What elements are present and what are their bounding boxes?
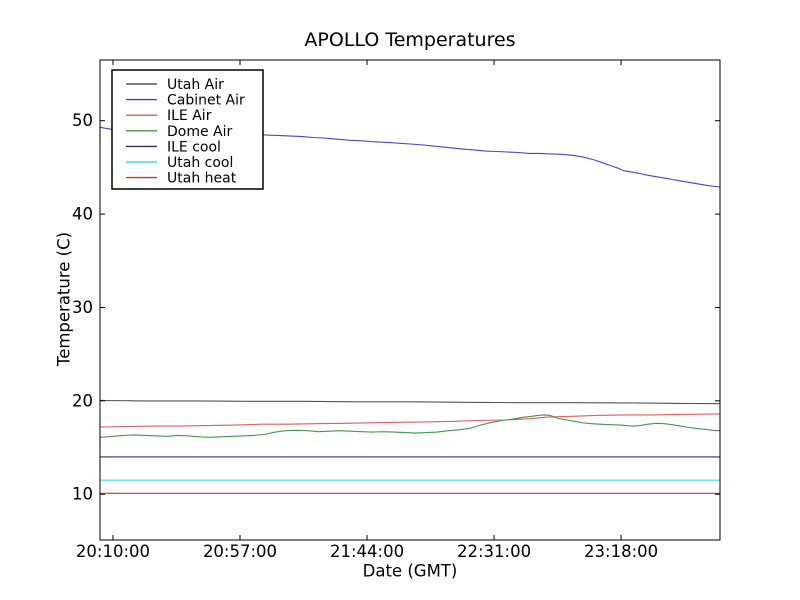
x-tick-label: 22:31:00 bbox=[457, 542, 531, 561]
series-line-dome-air bbox=[100, 414, 720, 438]
chart-title: APOLLO Temperatures bbox=[304, 29, 516, 51]
series-line-ile-air bbox=[100, 413, 720, 428]
legend-label-utah-cool: Utah cool bbox=[167, 155, 233, 171]
legend-label-utah-heat: Utah heat bbox=[167, 171, 237, 187]
plot-border bbox=[99, 59, 721, 541]
y-tick-label: 10 bbox=[72, 485, 93, 504]
x-tick-label: 21:44:00 bbox=[330, 542, 404, 561]
x-tick-label: 23:18:00 bbox=[584, 542, 658, 561]
series-line-utah-air bbox=[100, 399, 720, 405]
y-tick-label: 20 bbox=[72, 391, 93, 410]
legend-label-dome-air: Dome Air bbox=[167, 124, 233, 140]
legend-box bbox=[111, 69, 264, 190]
x-axis-label: Date (GMT) bbox=[362, 561, 458, 581]
legend-label-ile-cool: ILE cool bbox=[167, 139, 221, 155]
y-axis-label: Temperature (C) bbox=[54, 231, 74, 367]
y-tick-label: 50 bbox=[72, 111, 93, 130]
x-tick-label: 20:10:00 bbox=[76, 542, 150, 561]
legend-label-utah-air: Utah Air bbox=[167, 77, 224, 93]
legend-label-ile-air: ILE Air bbox=[167, 108, 212, 124]
legend-label-cabinet-air: Cabinet Air bbox=[167, 93, 245, 109]
x-tick-label: 20:57:00 bbox=[203, 542, 277, 561]
y-tick-label: 40 bbox=[72, 205, 93, 224]
y-tick-label: 30 bbox=[72, 298, 93, 317]
